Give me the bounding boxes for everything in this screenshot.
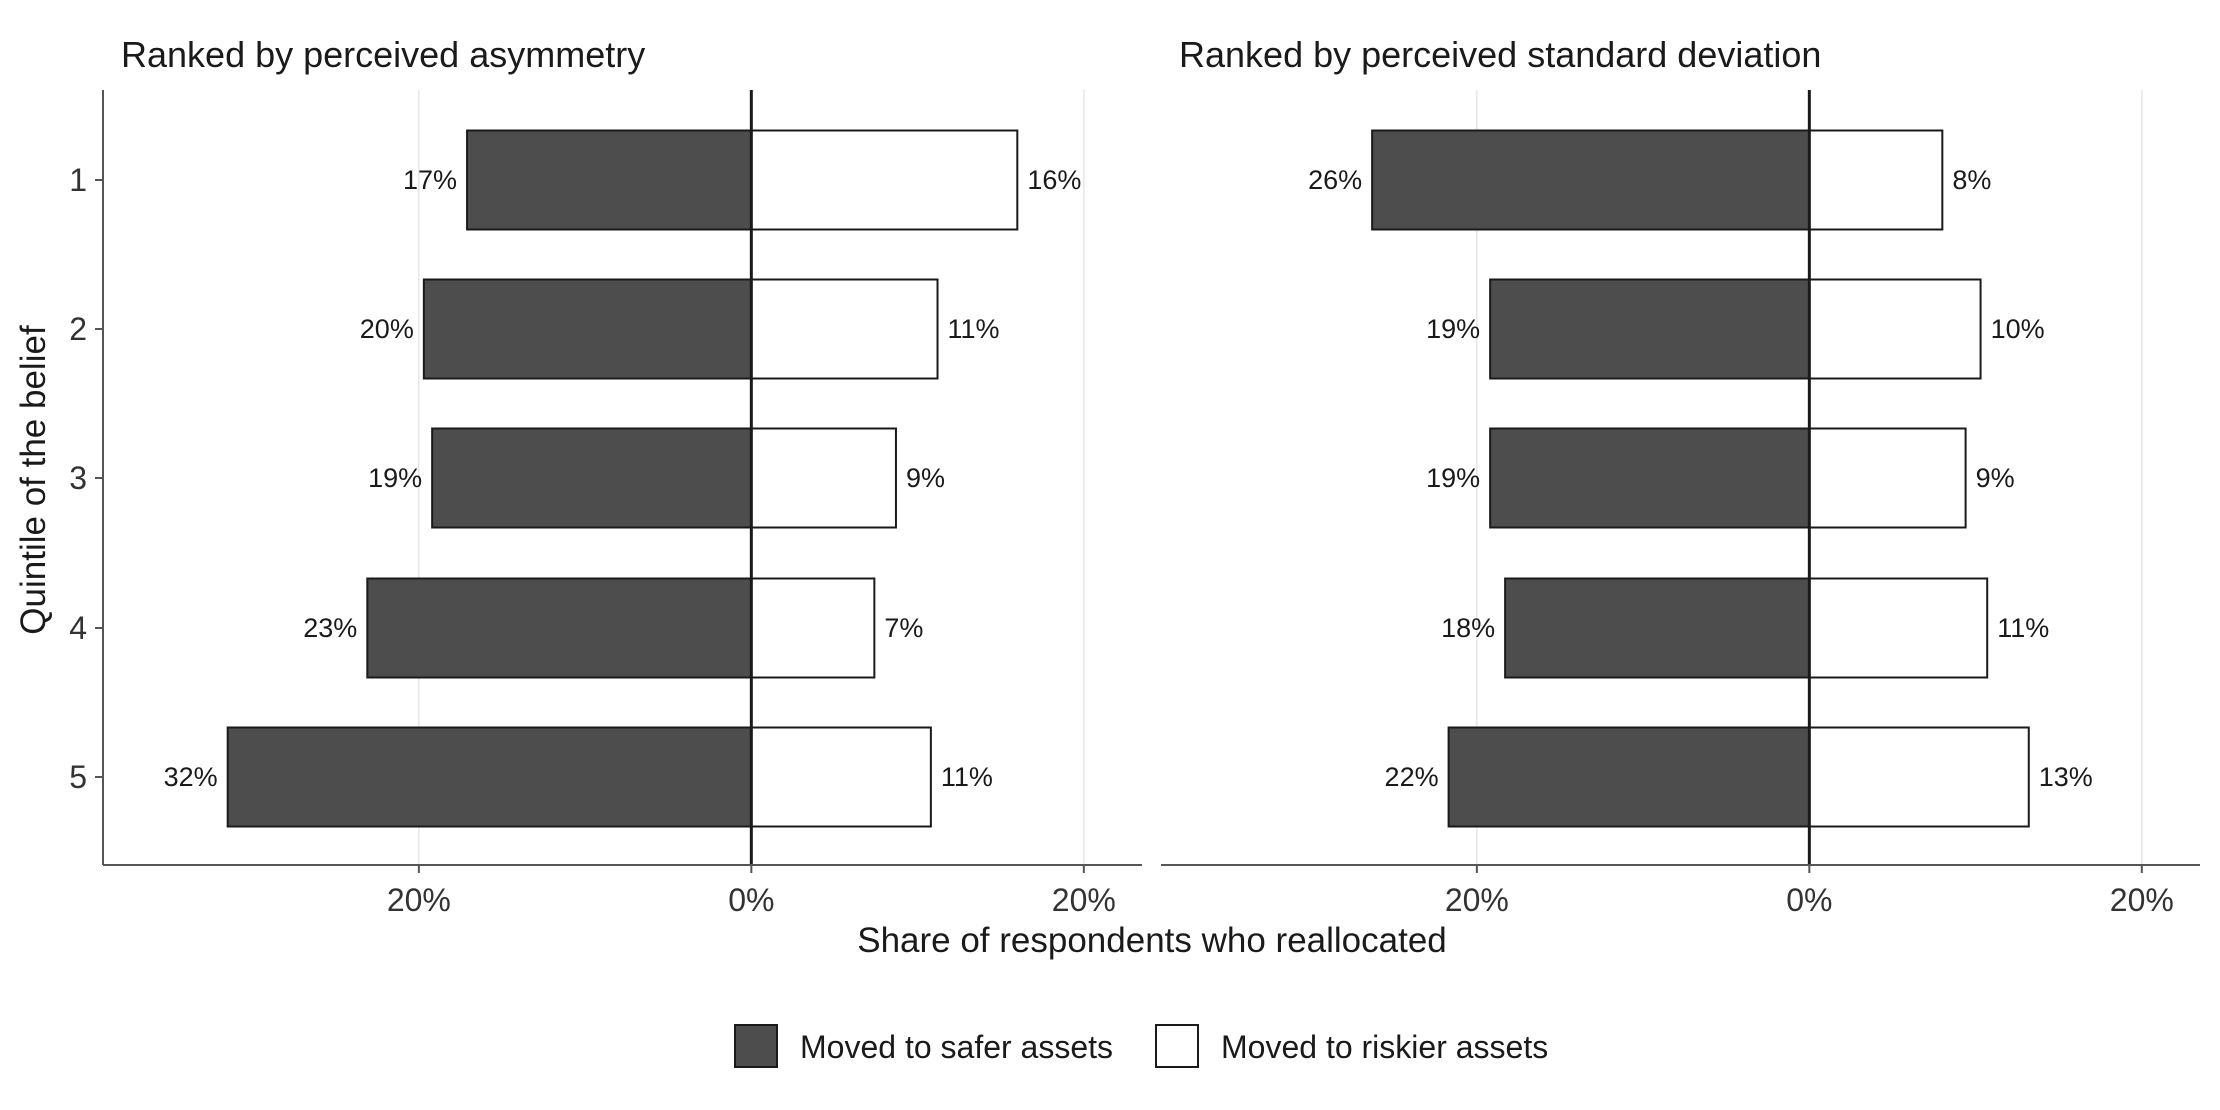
y-tick-label: 1 — [69, 162, 87, 198]
value-label-riskier-q4: 11% — [1997, 613, 2049, 643]
bar-safer-q1 — [466, 129, 753, 231]
bar-riskier-q3 — [750, 427, 897, 529]
x-tick-label: 20% — [387, 882, 451, 918]
bar-riskier-q4 — [750, 577, 876, 679]
value-label-safer-q4: 23% — [303, 613, 357, 643]
panel-title: Ranked by perceived asymmetry — [121, 34, 645, 75]
value-label-riskier-q5: 13% — [2039, 762, 2093, 792]
bar-safer-q3 — [431, 427, 753, 529]
bar-riskier-q3 — [1808, 427, 1967, 529]
value-label-riskier-q3: 9% — [906, 463, 945, 493]
bar-safer-q1 — [1371, 129, 1811, 231]
bar-safer-q4 — [366, 577, 753, 679]
bar-safer-q2 — [1489, 278, 1811, 380]
y-tick-label: 3 — [69, 460, 87, 496]
y-tick-label: 2 — [69, 311, 87, 347]
value-label-safer-q5: 32% — [164, 762, 218, 792]
value-label-riskier-q1: 8% — [1952, 165, 1991, 195]
x-tick-label: 20% — [1445, 882, 1509, 918]
bar-riskier-q2 — [750, 278, 939, 380]
legend-label-riskier: Moved to riskier assets — [1221, 1029, 1548, 1065]
value-label-safer-q3: 19% — [1426, 463, 1480, 493]
value-label-safer-q2: 19% — [1426, 314, 1480, 344]
bar-riskier-q2 — [1808, 278, 1982, 380]
panel-title: Ranked by perceived standard deviation — [1179, 34, 1821, 75]
y-tick-label: 5 — [69, 759, 87, 795]
value-label-riskier-q5: 11% — [941, 762, 993, 792]
bar-riskier-q5 — [750, 726, 932, 828]
legend-label-safer: Moved to safer assets — [800, 1029, 1113, 1065]
legend-swatch-safer — [734, 1024, 778, 1068]
legend-swatch-riskier — [1155, 1024, 1199, 1068]
value-label-riskier-q2: 10% — [1991, 314, 2045, 344]
panel-1: Ranked by perceived asymmetry17%20%19%23… — [69, 34, 1142, 918]
value-label-safer-q1: 17% — [403, 165, 457, 195]
x-axis-title: Share of respondents who reallocated — [857, 921, 1447, 960]
bar-riskier-q1 — [1808, 129, 1944, 231]
bar-riskier-q4 — [1808, 577, 1989, 679]
x-tick-label: 20% — [2110, 882, 2174, 918]
bar-safer-q2 — [422, 278, 753, 380]
value-label-safer-q5: 22% — [1385, 762, 1439, 792]
chart-panels: Ranked by perceived asymmetry17%20%19%23… — [69, 34, 2200, 918]
x-tick-label: 0% — [728, 882, 774, 918]
value-label-riskier-q4: 7% — [884, 613, 923, 643]
bar-safer-q5 — [226, 726, 753, 828]
value-label-safer-q4: 18% — [1441, 613, 1495, 643]
bar-safer-q5 — [1447, 726, 1811, 828]
y-tick-label: 4 — [69, 610, 87, 646]
value-label-safer-q1: 26% — [1308, 165, 1362, 195]
y-axis-title: Quintile of the belief — [14, 325, 53, 635]
panel-2: Ranked by perceived standard deviation 26… — [1161, 34, 2200, 918]
x-tick-label: 20% — [1052, 882, 1116, 918]
value-label-safer-q2: 20% — [360, 314, 414, 344]
bar-safer-q4 — [1504, 577, 1811, 679]
value-label-riskier-q3: 9% — [1976, 463, 2015, 493]
value-label-safer-q3: 19% — [368, 463, 422, 493]
bar-safer-q3 — [1489, 427, 1811, 529]
value-label-riskier-q1: 16% — [1027, 165, 1081, 195]
bar-riskier-q1 — [750, 129, 1019, 231]
x-tick-label: 0% — [1786, 882, 1832, 918]
value-label-riskier-q2: 11% — [948, 314, 1000, 344]
bar-riskier-q5 — [1808, 726, 2030, 828]
legend: Moved to safer assets Moved to riskier as… — [734, 1024, 1548, 1068]
